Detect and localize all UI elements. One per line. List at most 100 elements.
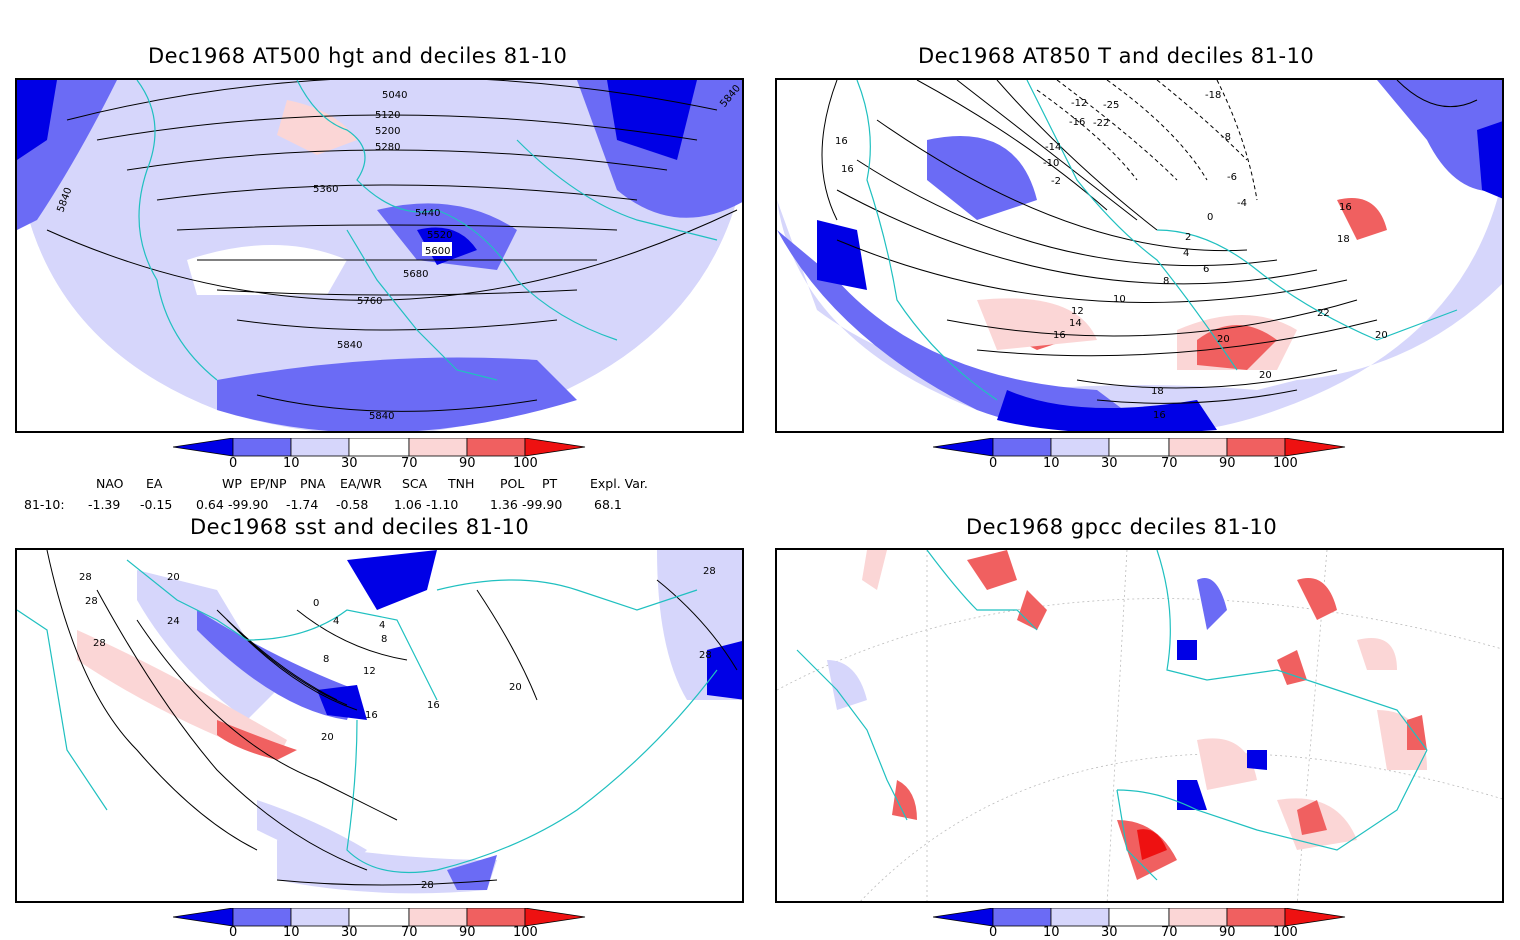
- contour-label: -8: [1221, 132, 1231, 143]
- contour-label: 20: [1259, 370, 1272, 381]
- contour-label: 8: [381, 634, 387, 645]
- index-header: SCA: [402, 476, 428, 491]
- colorbar-tick: 10: [283, 456, 300, 471]
- index-header: EA: [146, 476, 163, 491]
- colorbar-tick: 90: [459, 456, 476, 471]
- contour-label: 28: [93, 638, 106, 649]
- contour-label: 8: [1163, 276, 1169, 287]
- panel-title: Dec1968 gpcc deciles 81-10: [966, 515, 1278, 539]
- contour-label: 28: [421, 880, 434, 891]
- colorbar-tick: 100: [513, 925, 538, 940]
- colorbar-tick: 10: [283, 925, 300, 940]
- contour-label: 4: [1183, 248, 1189, 259]
- colorbar-tick: 70: [1161, 925, 1178, 940]
- colorbar-tick: 100: [513, 456, 538, 471]
- contour-label: -4: [1237, 198, 1247, 209]
- contour-label: 10: [1113, 294, 1126, 305]
- colorbar-tick: 10: [1043, 925, 1060, 940]
- index-value: -99.90: [228, 497, 269, 512]
- colorbar: 0 10 30 70 90 100: [172, 907, 586, 940]
- contour-label: -6: [1227, 172, 1237, 183]
- colorbar-tick: 100: [1273, 925, 1298, 940]
- colorbar: 0 10 30 70 90 100: [932, 437, 1346, 478]
- contour-label: 18: [1337, 234, 1350, 245]
- contour-label: -10: [1043, 158, 1059, 169]
- colorbar-swatches: [932, 437, 1346, 457]
- colorbar-swatches: [172, 437, 586, 457]
- map-panel-hgt500: 5040 5120 5200 5280 5360 5440 5520 5600 …: [15, 78, 744, 433]
- colorbar-tick: 0: [229, 456, 238, 471]
- contour-label: -2: [1051, 176, 1061, 187]
- contour-label: 16: [1153, 410, 1166, 421]
- contour-label: 5200: [375, 126, 400, 137]
- index-header: POL: [500, 476, 525, 491]
- contour-label: 0: [1207, 212, 1213, 223]
- index-value: -0.58: [336, 497, 369, 512]
- panel-title: Dec1968 AT500 hgt and deciles 81-10: [148, 44, 568, 68]
- contour-label: 8: [323, 654, 329, 665]
- contour-label: 5440: [415, 208, 440, 219]
- contour-label: 14: [1069, 318, 1082, 329]
- contour-label: 20: [509, 682, 522, 693]
- contour-label: 20: [1375, 330, 1388, 341]
- index-header: PT: [542, 476, 558, 491]
- index-header: TNH: [448, 476, 475, 491]
- index-header: EP/NP: [250, 476, 287, 491]
- colorbar-tick: 30: [1101, 925, 1118, 940]
- contour-label: 5600: [425, 246, 450, 257]
- contour-label: 28: [699, 650, 712, 661]
- contour-label: 2: [1185, 232, 1191, 243]
- contour-label: -16: [1069, 117, 1085, 128]
- index-value: 0.64: [196, 497, 224, 512]
- contour-label: 16: [835, 136, 848, 147]
- contour-label: 0: [313, 598, 319, 609]
- index-value: 1.36: [490, 497, 518, 512]
- colorbar-tick: 0: [989, 456, 998, 471]
- contour-label: 4: [379, 620, 385, 631]
- contour-label: 5680: [403, 269, 428, 280]
- contour-label: 5040: [382, 90, 407, 101]
- contour-label: -22: [1093, 118, 1109, 129]
- contour-label: 24: [167, 616, 180, 627]
- colorbar-tick: 70: [1161, 456, 1178, 471]
- index-value: -1.74: [286, 497, 319, 512]
- contour-label: 5840: [337, 340, 362, 351]
- contour-label: 16: [1339, 202, 1352, 213]
- index-header: WP: [222, 476, 242, 491]
- colorbar-tick: 90: [459, 925, 476, 940]
- contour-label: 12: [363, 666, 376, 677]
- map-panel-t850: -25 -22 -18 -16 -14 -12 -10 -8 -6 -4 -2 …: [775, 78, 1504, 433]
- colorbar: 0 10 30 70 90 100: [932, 907, 1346, 940]
- index-header: Expl. Var.: [590, 476, 648, 491]
- colorbar-tick: 10: [1043, 456, 1060, 471]
- index-value: -1.10: [426, 497, 459, 512]
- contour-label: -14: [1045, 142, 1061, 153]
- index-header: NAO: [96, 476, 124, 491]
- contour-label: 4: [333, 616, 339, 627]
- contour-label: 5760: [357, 296, 382, 307]
- index-value: -99.90: [522, 497, 563, 512]
- contour-label: 22: [1317, 308, 1330, 319]
- colorbar-swatches: [172, 907, 586, 927]
- contour-label: 20: [321, 732, 334, 743]
- colorbar-tick: 30: [341, 925, 358, 940]
- contour-label: 28: [85, 596, 98, 607]
- colorbar-tick: 30: [341, 456, 358, 471]
- index-row-label: 81-10:: [24, 497, 65, 512]
- contour-label: 16: [841, 164, 854, 175]
- contour-label: 28: [703, 566, 716, 577]
- contour-label: 6: [1203, 264, 1209, 275]
- colorbar-tick: 70: [401, 456, 418, 471]
- contour-label: 18: [1151, 386, 1164, 397]
- colorbar-tick: 100: [1273, 456, 1298, 471]
- contour-label: -25: [1103, 100, 1119, 111]
- panel-title: Dec1968 AT850 T and deciles 81-10: [918, 44, 1315, 68]
- colorbar-tick: 0: [989, 925, 998, 940]
- colorbar-swatches: [932, 907, 1346, 927]
- colorbar: 0 10 30 70 90 100: [172, 437, 586, 478]
- contour-label: 16: [427, 700, 440, 711]
- contour-label: 5360: [313, 184, 338, 195]
- contour-label: 20: [167, 572, 180, 583]
- contour-label: -18: [1205, 90, 1221, 101]
- colorbar-tick: 0: [229, 925, 238, 940]
